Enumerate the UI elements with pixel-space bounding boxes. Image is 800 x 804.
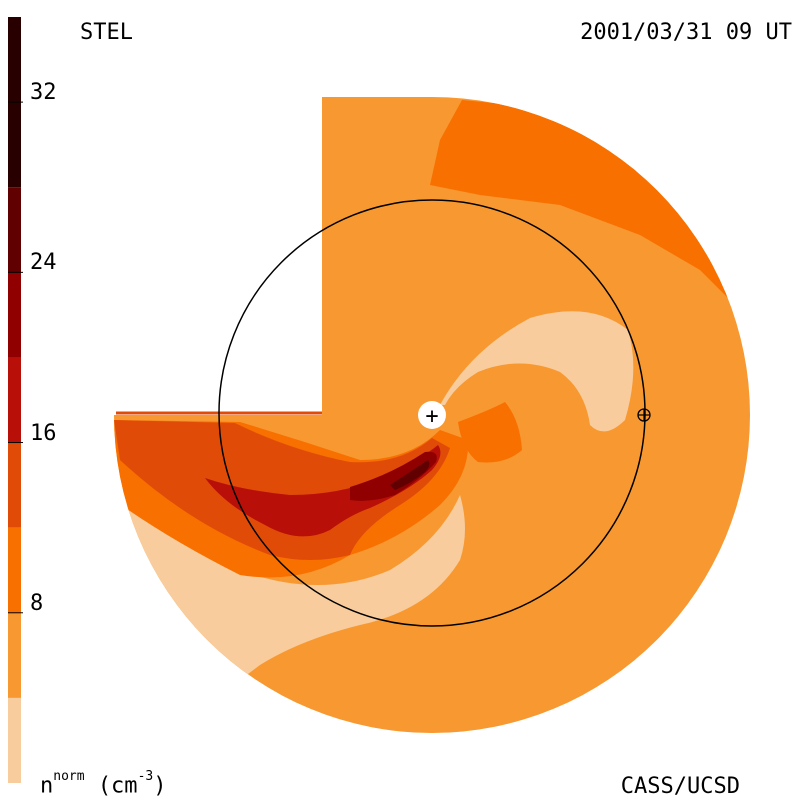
timestamp-label: 2001/03/31 09 UT — [580, 20, 792, 45]
density-ragged-edge — [296, 100, 432, 415]
sun-disk — [418, 401, 446, 429]
density-low-arm-southwest — [120, 480, 465, 680]
colorbar-band-1 — [8, 612, 21, 698]
colorbar — [8, 17, 23, 783]
unit-close: ) — [153, 773, 167, 799]
density-bump-east — [458, 402, 522, 463]
colorbar-band-3 — [8, 442, 21, 528]
colorbar-band-6 — [8, 187, 21, 273]
unit-paren: (cm — [97, 773, 138, 799]
earth-marker — [637, 408, 651, 422]
density-band-northeast — [430, 100, 750, 345]
unit-exponent: -3 — [137, 769, 154, 784]
density-level-12 — [114, 420, 450, 560]
colorbar-band-5 — [8, 272, 21, 358]
unit-superscript: norm — [53, 769, 85, 784]
colorbar-unit-label: nnorm (cm-3) — [40, 770, 167, 799]
credit-label: CASS/UCSD — [620, 774, 740, 799]
colorbar-band-0 — [8, 697, 21, 783]
colorbar-band-4 — [8, 357, 21, 443]
unit-symbol: n — [40, 773, 54, 799]
density-low-arm-east — [440, 311, 634, 432]
origin-label: STEL — [80, 20, 133, 45]
density-level-20 — [350, 451, 437, 501]
colorbar-tick-label-8: 8 — [30, 590, 44, 616]
colorbar-tick-label-32: 32 — [30, 80, 57, 106]
colorbar-band-2 — [8, 527, 21, 613]
sun-marker: + — [418, 401, 446, 429]
colorbar-tick-label-24: 24 — [30, 250, 57, 276]
colorbar-tick-label-16: 16 — [30, 420, 57, 446]
earth-orbit-circle — [218, 199, 646, 627]
density-level-16 — [205, 445, 441, 537]
density-level-24 — [390, 460, 430, 490]
sun-glyph: + — [425, 404, 438, 429]
